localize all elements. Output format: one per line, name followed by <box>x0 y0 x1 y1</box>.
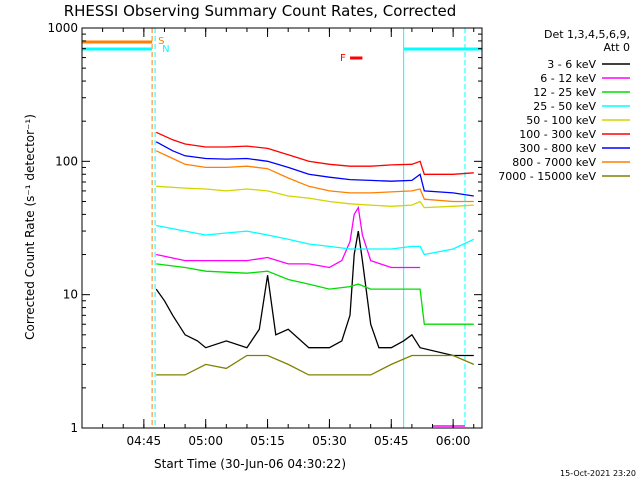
flare-flag-label: F <box>340 53 346 64</box>
legend-entry-label: 7000 - 15000 keV <box>498 170 596 183</box>
legend-entry-label: 3 - 6 keV <box>547 58 596 71</box>
legend-entry-label: 25 - 50 keV <box>533 100 596 113</box>
chart-title: RHESSI Observing Summary Count Rates, Co… <box>64 2 457 20</box>
legend-header-attenuator: Att 0 <box>604 41 630 54</box>
x-tick-label: 05:15 <box>250 434 285 448</box>
timestamp: 15-Oct-2021 23:20 <box>560 469 636 478</box>
saa-flag-label: S <box>158 36 164 47</box>
series-line-3 <box>156 224 475 256</box>
series-line-4 <box>156 185 474 209</box>
series-line-7 <box>155 150 474 203</box>
legend-entry-label: 12 - 25 keV <box>533 86 596 99</box>
y-tick-label: 1000 <box>47 21 78 35</box>
series-line-2 <box>156 263 474 325</box>
legend-entry-label: 100 - 300 keV <box>519 128 596 141</box>
y-axis-label: Corrected Count Rate (s⁻¹ detector⁻¹) <box>23 114 37 340</box>
legend-entry-label: 50 - 100 keV <box>526 114 596 127</box>
flag-layer: SN F <box>82 28 482 428</box>
axes-frame <box>81 27 483 429</box>
series-layer <box>155 131 475 376</box>
legend-entry-label: 300 - 800 keV <box>519 142 596 155</box>
series-line-0 <box>155 230 474 357</box>
legend-entry-label: 6 - 12 keV <box>540 72 596 85</box>
axes: 1 10 100 1000 04:45 05:00 05:15 05:30 05:45 06:00 <box>47 21 483 448</box>
y-tick-label: 10 <box>63 288 78 302</box>
y-tick-label: 1 <box>70 421 78 435</box>
legend-entry-label: 800 - 7000 keV <box>512 156 596 169</box>
series-line-6 <box>155 141 474 197</box>
x-tick-label: 05:30 <box>312 434 347 448</box>
series-line-5 <box>155 131 474 175</box>
series-line-1 <box>156 205 421 269</box>
series-line-8 <box>156 354 475 376</box>
y-tick-label: 100 <box>55 154 78 168</box>
x-tick-label: 05:00 <box>188 434 223 448</box>
x-tick-label: 05:45 <box>374 434 409 448</box>
x-tick-label: 06:00 <box>436 434 471 448</box>
legend-header-detectors: Det 1,3,4,5,6,9, <box>544 28 630 41</box>
night-flag-label: N <box>162 44 169 55</box>
x-axis-label: Start Time (30-Jun-06 04:30:22) <box>154 457 346 471</box>
x-tick-label: 04:45 <box>127 434 162 448</box>
